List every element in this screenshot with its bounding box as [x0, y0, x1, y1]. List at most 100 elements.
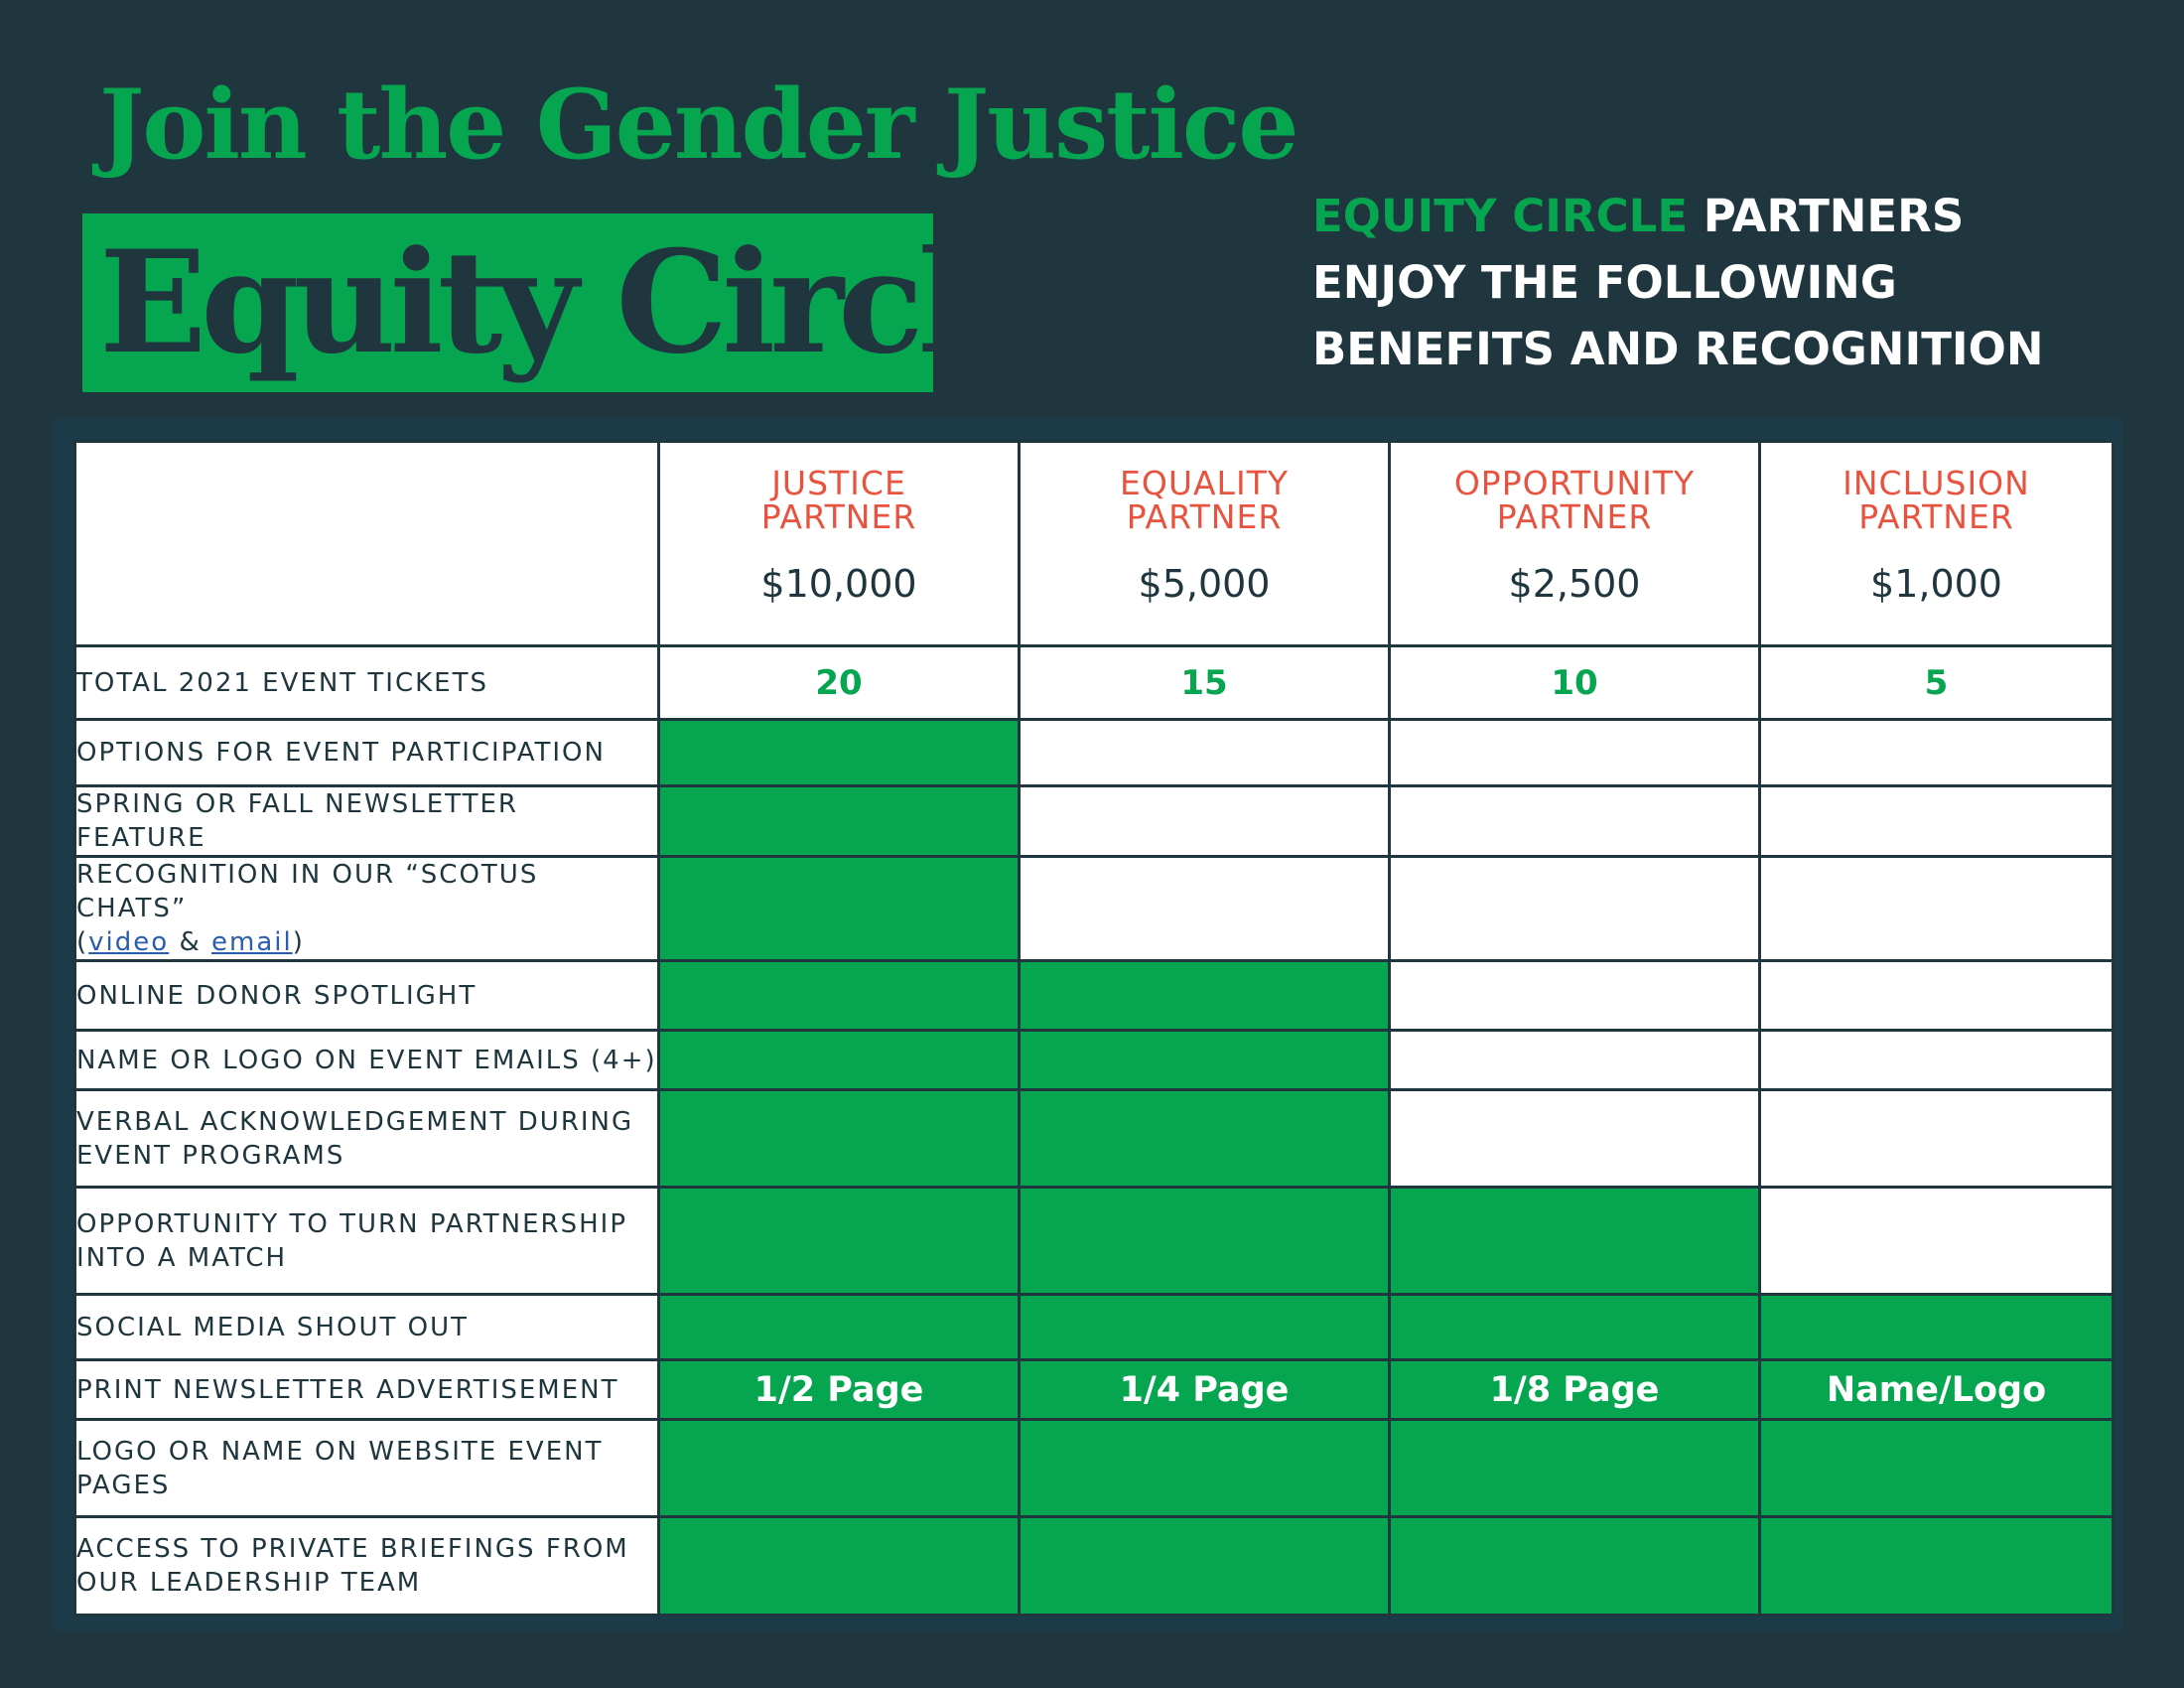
- benefit-included-cell: [1388, 1293, 1761, 1361]
- benefit-excluded-cell: [1758, 1088, 2115, 1189]
- benefit-included-cell: [657, 718, 1021, 787]
- benefit-label: PRINT NEWSLETTER ADVERTISEMENT: [73, 1358, 660, 1421]
- intro-accent: EQUITY CIRCLE: [1312, 190, 1689, 242]
- benefit-excluded-cell: [1388, 1029, 1761, 1091]
- tier-name-line2: PARTNER: [760, 497, 917, 536]
- benefit-excluded-cell: [1758, 1029, 2115, 1091]
- table-row: NAME OR LOGO ON EVENT EMAILS (4+): [73, 1029, 2115, 1091]
- table-row: ACCESS TO PRIVATE BRIEFINGS FROM OUR LEA…: [73, 1515, 2115, 1617]
- benefit-excluded-cell: [1758, 959, 2115, 1032]
- benefit-included-cell: [1018, 1515, 1391, 1617]
- tier-equality: EQUALITY PARTNER $5,000: [1018, 440, 1391, 647]
- tier-name-line1: JUSTICE: [771, 464, 906, 502]
- benefit-included-cell: [1018, 1293, 1391, 1361]
- tier-opportunity: OPPORTUNITY PARTNER $2,500: [1388, 440, 1761, 647]
- benefit-included-cell: [657, 1088, 1021, 1189]
- benefit-label: VERBAL ACKNOWLEDGEMENT DURING EVENT PROG…: [73, 1088, 660, 1189]
- headline: Join the Gender Justice: [99, 69, 1298, 181]
- benefit-excluded-cell: [1758, 1186, 2115, 1296]
- benefit-label: TOTAL 2021 EVENT TICKETS: [73, 644, 660, 721]
- benefit-excluded-cell: [1758, 855, 2115, 962]
- benefit-excluded-cell: [1388, 855, 1761, 962]
- benefit-included-cell: [1018, 1418, 1391, 1518]
- amp-text: &: [169, 927, 211, 957]
- benefit-label: NAME OR LOGO ON EVENT EMAILS (4+): [73, 1029, 660, 1091]
- benefit-excluded-cell: [1018, 784, 1391, 858]
- benefit-label: LOGO OR NAME ON WEBSITE EVENT PAGES: [73, 1418, 660, 1518]
- benefit-included-cell: [657, 784, 1021, 858]
- ticket-count: 20: [657, 644, 1021, 721]
- benefit-included-cell: [657, 1029, 1021, 1091]
- email-link[interactable]: email: [211, 927, 293, 957]
- intro-rest: PARTNERS ENJOY THE FOLLOWING BENEFITS AN…: [1312, 190, 2044, 375]
- ticket-count: 15: [1018, 644, 1391, 721]
- tier-inclusion: INCLUSION PARTNER $1,000: [1758, 440, 2115, 647]
- benefit-label: OPTIONS FOR EVENT PARTICIPATION: [73, 718, 660, 787]
- tier-price: $1,000: [1870, 562, 2002, 606]
- tier-price: $10,000: [760, 562, 917, 606]
- page-title: Equity Circle: [99, 220, 1055, 385]
- corner-cell: [73, 440, 660, 647]
- benefit-label: OPPORTUNITY TO TURN PARTNERSHIP INTO A M…: [73, 1186, 660, 1296]
- benefit-included-cell: [657, 1515, 1021, 1617]
- benefit-included-cell: [657, 1293, 1021, 1361]
- benefit-excluded-cell: [1388, 784, 1761, 858]
- benefit-label: SOCIAL MEDIA SHOUT OUT: [73, 1293, 660, 1361]
- benefit-excluded-cell: [1388, 959, 1761, 1032]
- tier-justice: JUSTICE PARTNER $10,000: [657, 440, 1021, 647]
- benefit-excluded-cell: [1018, 855, 1391, 962]
- scotus-label: RECOGNITION IN OUR “SCOTUS CHATS”: [76, 860, 539, 923]
- benefit-excluded-cell: [1388, 718, 1761, 787]
- table-row: VERBAL ACKNOWLEDGEMENT DURING EVENT PROG…: [73, 1088, 2115, 1189]
- table-row: TOTAL 2021 EVENT TICKETS 20 15 10 5: [73, 644, 2115, 721]
- table-row: OPTIONS FOR EVENT PARTICIPATION: [73, 718, 2115, 787]
- benefit-included-cell: [1018, 1088, 1391, 1189]
- benefit-included-cell: [1018, 1186, 1391, 1296]
- tier-name-line1: INCLUSION: [1843, 464, 2030, 502]
- benefit-included-cell: [657, 1186, 1021, 1296]
- ticket-count: 5: [1758, 644, 2115, 721]
- benefit-included-cell: [1018, 959, 1391, 1032]
- table-row: PRINT NEWSLETTER ADVERTISEMENT 1/2 Page …: [73, 1358, 2115, 1421]
- ad-size: Name/Logo: [1758, 1358, 2115, 1421]
- tier-name-line1: EQUALITY: [1120, 464, 1289, 502]
- benefit-included-cell: [657, 855, 1021, 962]
- benefit-included-cell: [1758, 1418, 2115, 1518]
- table-row: OPPORTUNITY TO TURN PARTNERSHIP INTO A M…: [73, 1186, 2115, 1296]
- benefit-label: ONLINE DONOR SPOTLIGHT: [73, 959, 660, 1032]
- benefits-table-frame: JUSTICE PARTNER $10,000 EQUALITY PARTNER $…: [53, 419, 2122, 1630]
- benefit-included-cell: [1758, 1515, 2115, 1617]
- intro-text: EQUITY CIRCLE PARTNERS ENJOY THE FOLLOWI…: [1312, 183, 2107, 382]
- benefit-included-cell: [657, 1418, 1021, 1518]
- benefit-excluded-cell: [1018, 718, 1391, 787]
- table-row: SOCIAL MEDIA SHOUT OUT: [73, 1293, 2115, 1361]
- ad-size: 1/2 Page: [657, 1358, 1021, 1421]
- tier-header-row: JUSTICE PARTNER $10,000 EQUALITY PARTNER $…: [73, 440, 2115, 647]
- ad-size: 1/4 Page: [1018, 1358, 1391, 1421]
- benefit-included-cell: [1018, 1029, 1391, 1091]
- tier-name-line2: PARTNER: [1496, 497, 1653, 536]
- table-row: RECOGNITION IN OUR “SCOTUS CHATS” (video…: [73, 855, 2115, 962]
- ticket-count: 10: [1388, 644, 1761, 721]
- table-row: ONLINE DONOR SPOTLIGHT: [73, 959, 2115, 1032]
- benefit-included-cell: [657, 959, 1021, 1032]
- tier-price: $5,000: [1138, 562, 1271, 606]
- tier-price: $2,500: [1508, 562, 1641, 606]
- benefit-label: SPRING OR FALL NEWSLETTER FEATURE: [73, 784, 660, 858]
- paren-open: (: [76, 927, 89, 957]
- benefit-included-cell: [1388, 1515, 1761, 1617]
- table-row: LOGO OR NAME ON WEBSITE EVENT PAGES: [73, 1418, 2115, 1518]
- benefit-included-cell: [1388, 1418, 1761, 1518]
- benefits-table: JUSTICE PARTNER $10,000 EQUALITY PARTNER $…: [73, 440, 2115, 1617]
- benefit-label: ACCESS TO PRIVATE BRIEFINGS FROM OUR LEA…: [73, 1515, 660, 1617]
- tier-name-line1: OPPORTUNITY: [1453, 464, 1696, 502]
- benefit-included-cell: [1758, 1293, 2115, 1361]
- paren-close: ): [292, 927, 305, 957]
- tier-name-line2: PARTNER: [1858, 497, 2014, 536]
- video-link[interactable]: video: [88, 927, 170, 957]
- benefit-excluded-cell: [1388, 1088, 1761, 1189]
- title-banner: Equity Circle: [82, 213, 1055, 392]
- benefit-label: RECOGNITION IN OUR “SCOTUS CHATS” (video…: [73, 855, 660, 962]
- tier-name-line2: PARTNER: [1126, 497, 1283, 536]
- table-row: SPRING OR FALL NEWSLETTER FEATURE: [73, 784, 2115, 858]
